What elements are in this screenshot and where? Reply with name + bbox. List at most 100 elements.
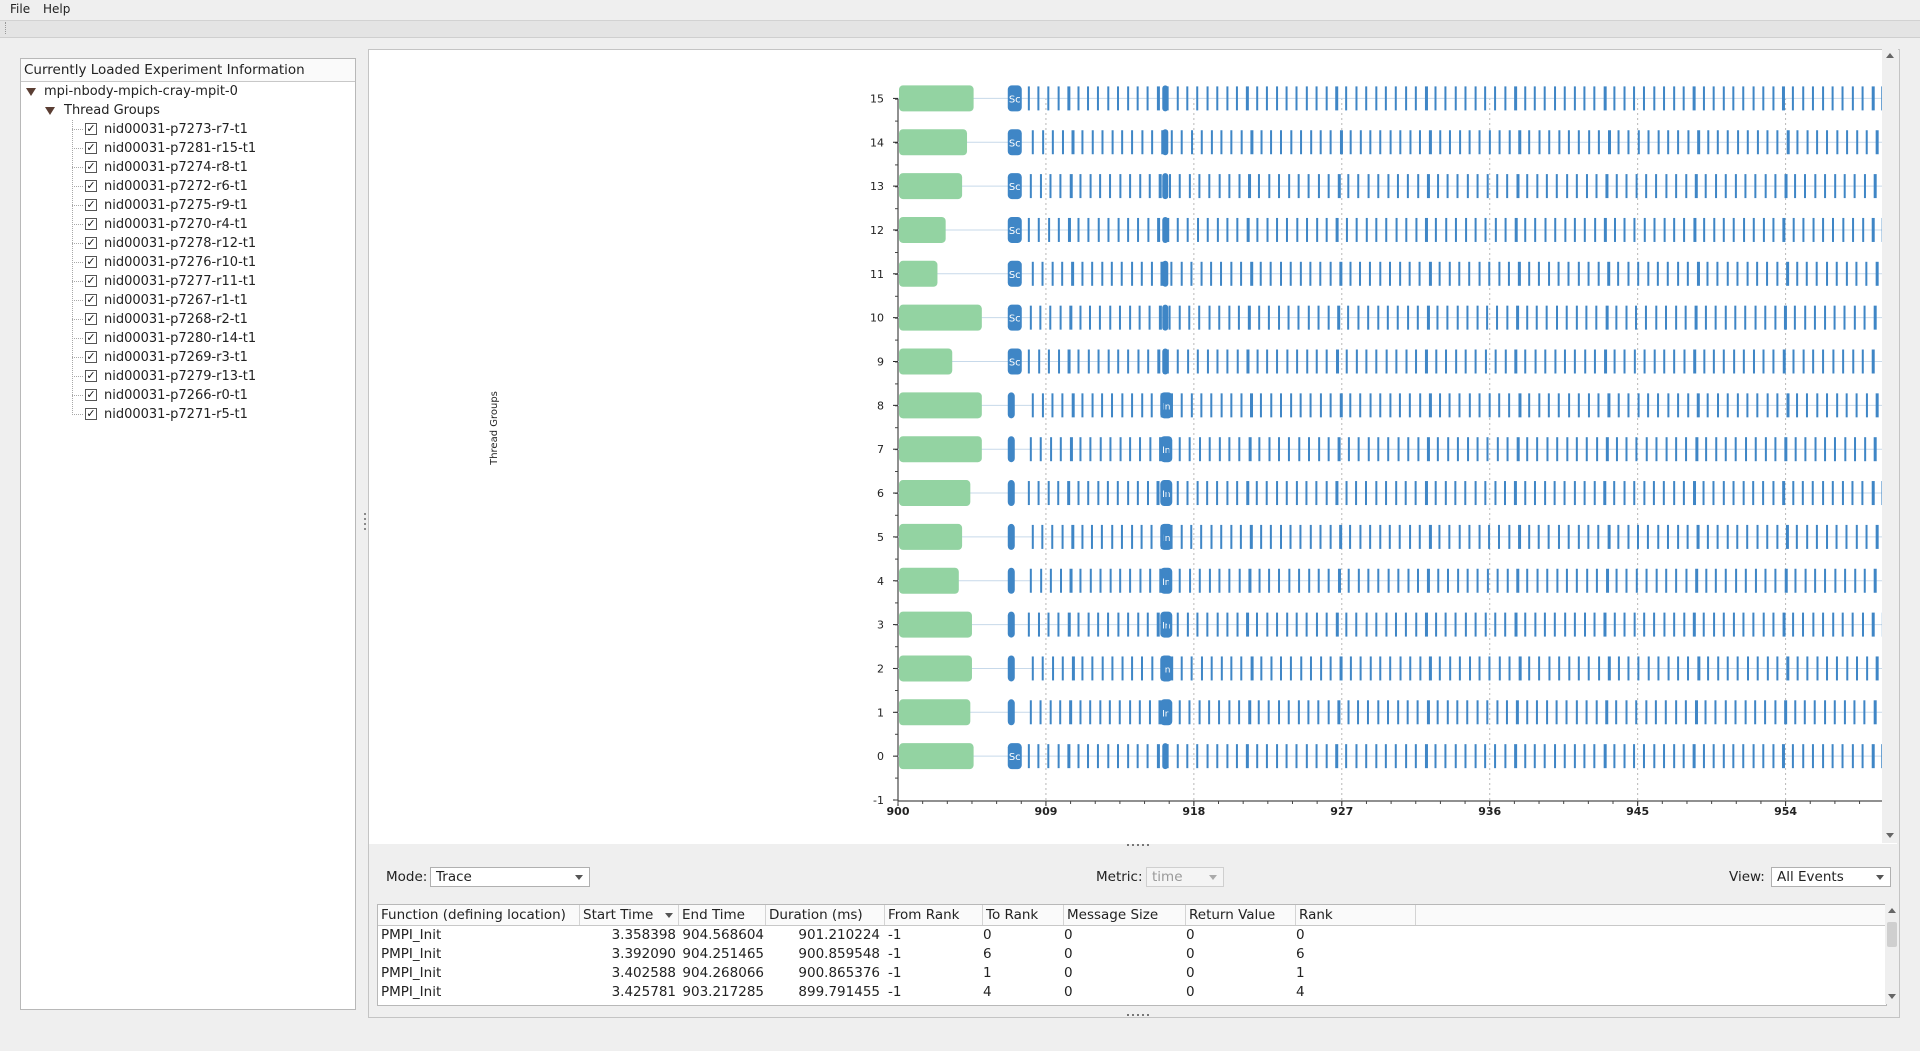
event-tick[interactable] [1764,174,1767,199]
thread-checkbox[interactable]: ✓ [85,141,97,154]
event-tick[interactable] [1803,700,1806,725]
event-tick[interactable] [1488,130,1491,155]
event-tick[interactable] [1057,744,1060,769]
event-tick[interactable] [1687,656,1690,681]
event-tick[interactable] [1454,744,1457,769]
event-tick[interactable] [1573,481,1576,506]
event-tick[interactable] [1603,481,1607,506]
event-tick[interactable] [1786,130,1790,155]
event-tick[interactable] [1235,744,1238,769]
event-tick[interactable] [1168,700,1171,725]
event-tick[interactable] [1871,612,1875,637]
event-tick[interactable] [1186,744,1189,769]
event-tick[interactable] [1736,261,1739,286]
event-tick[interactable] [1091,130,1094,155]
event-tick[interactable] [1176,86,1179,111]
event-tick[interactable] [1048,217,1051,242]
event-tick[interactable] [1803,174,1806,199]
event-tick[interactable] [1704,305,1707,330]
event-tick[interactable] [1285,744,1288,769]
event-tick[interactable] [1027,349,1030,374]
event-tick[interactable] [1377,305,1380,330]
event-tick[interactable] [1408,393,1411,418]
event-tick[interactable] [1031,656,1034,681]
event-tick[interactable] [1279,656,1282,681]
event-tick[interactable] [1298,568,1301,593]
event-tick[interactable] [1524,86,1527,111]
event-tick[interactable] [1377,437,1380,462]
event-tick[interactable] [1218,700,1221,725]
event-tick[interactable] [1873,568,1877,593]
event-tick[interactable] [1605,437,1609,462]
event-tick[interactable] [1544,481,1547,506]
event-tick[interactable] [1682,86,1685,111]
event-tick[interactable] [1486,174,1489,199]
event-tick[interactable] [1617,261,1620,286]
tree-item-thread[interactable]: ✓ nid00031-p7281-r15-t1 [21,139,351,158]
event-tick[interactable] [1265,86,1268,111]
event-block[interactable] [1162,173,1169,200]
event-tick[interactable] [1250,261,1254,286]
event-tick[interactable] [1635,437,1638,462]
event-tick[interactable] [1325,612,1328,637]
event-tick[interactable] [1365,744,1368,769]
event-tick[interactable] [1300,656,1303,681]
event-tick[interactable] [1754,305,1757,330]
event-tick[interactable] [1635,174,1638,199]
event-tick[interactable] [1226,349,1229,374]
event-tick[interactable] [1593,744,1596,769]
event-tick[interactable] [1567,261,1570,286]
event-tick[interactable] [1534,349,1537,374]
event-tick[interactable] [1635,305,1638,330]
event-tick[interactable] [1257,700,1260,725]
event-tick[interactable] [1774,174,1777,199]
event-tick[interactable] [1061,524,1064,549]
event-tick[interactable] [1861,744,1864,769]
event-tick[interactable] [1762,86,1765,111]
event-tick[interactable] [1127,612,1130,637]
event-tick[interactable] [1325,744,1328,769]
event-tick[interactable] [1677,656,1680,681]
event-tick[interactable] [1702,86,1705,111]
event-tick[interactable] [1039,700,1042,725]
event-tick[interactable] [1724,437,1727,462]
event-tick[interactable] [1081,656,1084,681]
event-tick[interactable] [1428,656,1432,681]
event-tick[interactable] [1871,86,1875,111]
event-tick[interactable] [1220,393,1223,418]
event-tick[interactable] [1058,349,1061,374]
event-tick[interactable] [1335,217,1339,242]
event-tick[interactable] [1853,700,1856,725]
event-tick[interactable] [1276,217,1279,242]
event-tick[interactable] [1794,568,1797,593]
event-tick[interactable] [1308,568,1311,593]
event-tick[interactable] [1694,700,1698,725]
event-tick[interactable] [1119,174,1122,199]
event-tick[interactable] [1596,437,1599,462]
event-tick[interactable] [1349,656,1352,681]
event-tick[interactable] [1287,437,1290,462]
event-tick[interactable] [1516,437,1520,462]
event-tick[interactable] [1746,656,1749,681]
event-block[interactable] [1162,348,1169,375]
event-tick[interactable] [1101,393,1104,418]
event-tick[interactable] [1269,524,1272,549]
event-tick[interactable] [1636,524,1639,549]
event-tick[interactable] [1031,130,1034,155]
event-tick[interactable] [1237,305,1240,330]
event-tick[interactable] [1464,612,1467,637]
event-tick[interactable] [1623,86,1626,111]
tree-item-thread[interactable]: ✓ nid00031-p7270-r4-t1 [21,215,351,234]
event-tick[interactable] [1627,524,1630,549]
event-tick[interactable] [1407,305,1410,330]
event-tick[interactable] [1109,174,1112,199]
event-tick[interactable] [1673,481,1676,506]
event-tick[interactable] [1327,437,1330,462]
event-tick[interactable] [1677,261,1680,286]
event-tick[interactable] [1406,174,1409,199]
event-tick[interactable] [1385,481,1388,506]
event-tick[interactable] [1258,568,1261,593]
event-tick[interactable] [1742,744,1745,769]
event-tick[interactable] [1127,217,1130,242]
event-tick[interactable] [1087,86,1090,111]
